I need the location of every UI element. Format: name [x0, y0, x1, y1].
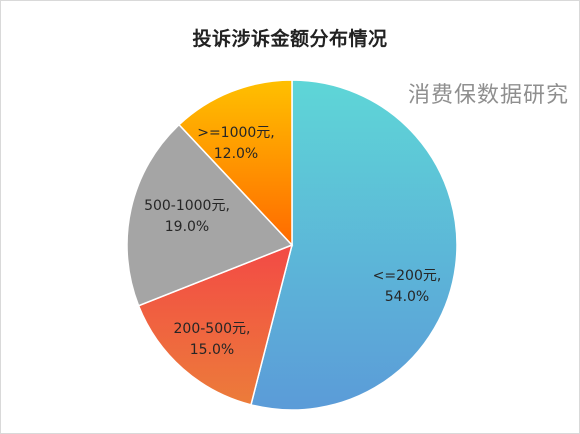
slice-label: >=1000元, 12.0% — [197, 125, 275, 162]
watermark-text: 消费保数据研究 — [408, 83, 570, 108]
slices-group — [126, 79, 458, 411]
chart-title: 投诉涉诉金额分布情况 — [192, 28, 388, 50]
slice-label: 500-1000元, 19.0% — [144, 198, 230, 235]
pie-slice — [126, 123, 294, 307]
pie-slice — [177, 79, 293, 247]
pie-slice — [137, 243, 294, 406]
slice-label: <=200元, 54.0% — [373, 268, 442, 305]
pie-slice — [250, 79, 458, 411]
slice-label: 200-500元, 15.0% — [174, 321, 251, 358]
labels-group: <=200元, 54.0% 200-500元, 15.0% 500-1000元, 19.0… — [144, 125, 441, 358]
